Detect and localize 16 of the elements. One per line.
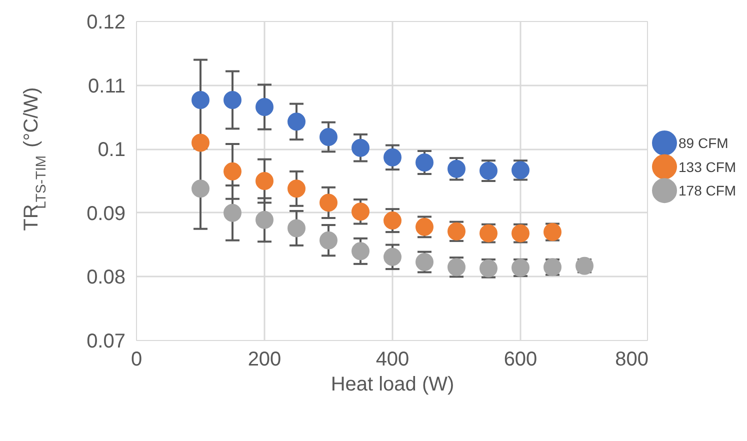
y-tick-label: 0.07 — [86, 330, 126, 352]
x-axis-title: Heat load (W) — [330, 374, 454, 396]
y-tick-label: 0.12 — [86, 12, 126, 34]
x-tick-label: 0 — [130, 348, 142, 370]
y-tick-label: 0.09 — [86, 202, 126, 225]
y-axis-title: TRLTS-TIM (°C/W) — [20, 87, 48, 231]
x-tick-label: 400 — [376, 348, 410, 370]
y-tick-label: 0.08 — [86, 266, 126, 289]
x-tick-label: 600 — [504, 348, 538, 370]
legend-label: 178 CFM — [678, 182, 736, 199]
legend-label: 133 CFM — [678, 158, 736, 175]
legend-label: 89 CFM — [678, 134, 728, 151]
x-tick-label: 200 — [248, 348, 282, 370]
y-tick-label: 0.11 — [88, 75, 126, 98]
y-tick-label: 0.1 — [98, 139, 126, 162]
x-tick-label: 800 — [615, 348, 649, 370]
